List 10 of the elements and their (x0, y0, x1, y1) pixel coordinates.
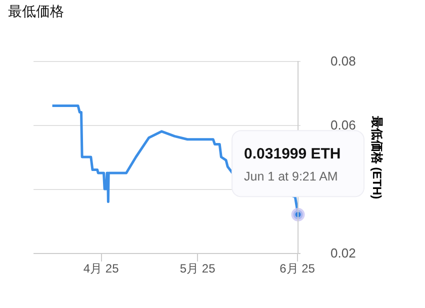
x-tick-label: 6月 25 (280, 262, 316, 276)
y-tick-label: 0.08 (330, 54, 356, 68)
y-axis-title: 最低価格 (ETH) (370, 114, 384, 200)
chart-title: 最低価格 (8, 3, 64, 19)
y-tick-label: 0.06 (330, 118, 356, 132)
x-tick-label: 5月 25 (180, 262, 216, 276)
annotation: Jun 1 at 9:21 AM (244, 170, 338, 184)
x-tick-label: 4月 25 (83, 262, 120, 276)
y-tick-label: 0.02 (330, 246, 356, 260)
annotation: 0.031999 ETH (244, 146, 341, 163)
